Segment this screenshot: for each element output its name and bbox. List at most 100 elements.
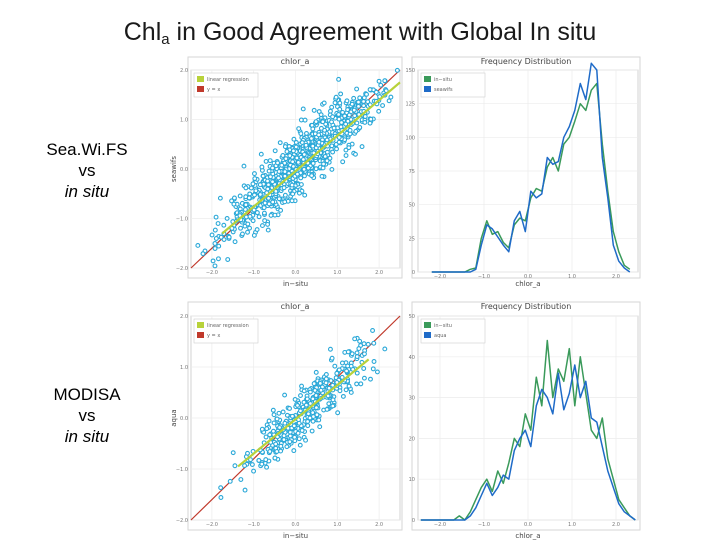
scatter-point xyxy=(271,412,277,418)
scatter-point xyxy=(265,178,271,184)
scatter-point xyxy=(268,212,274,218)
y-axis-label: seawifs xyxy=(170,156,178,182)
legend-swatch xyxy=(197,332,204,338)
scatter-point xyxy=(272,455,278,461)
scatter-point xyxy=(240,231,245,237)
scatter-point xyxy=(267,432,273,438)
scatter-point xyxy=(336,367,342,373)
scatter-point xyxy=(394,67,400,73)
legend-box xyxy=(193,72,259,98)
scatter-point xyxy=(238,225,244,231)
scatter-point xyxy=(287,439,293,445)
scatter-point xyxy=(302,192,308,198)
scatter-point xyxy=(361,366,367,371)
scatter-point xyxy=(272,212,278,218)
scatter-point xyxy=(318,387,324,393)
scatter-point xyxy=(218,495,224,500)
scatter-point xyxy=(338,91,344,97)
scatter-point xyxy=(345,349,351,355)
series-line-satellite xyxy=(420,364,636,521)
scatter-point xyxy=(298,393,303,398)
scatter-point xyxy=(313,393,319,398)
scatter-point xyxy=(256,214,262,220)
scatter-point xyxy=(276,196,282,202)
x-tick-label: 2.0 xyxy=(375,522,383,528)
scatter-point xyxy=(305,165,311,171)
chart-title: Frequency Distribution xyxy=(481,57,572,66)
row-label-modisa: MODISA vs in situ xyxy=(22,384,152,447)
scatter-point xyxy=(316,139,322,145)
scatter-point xyxy=(290,163,296,169)
scatter-point xyxy=(304,130,309,136)
scatter-point xyxy=(245,221,251,227)
scatter-point xyxy=(333,94,339,100)
scatter-point xyxy=(328,378,334,384)
scatter-point xyxy=(337,388,343,394)
scatter-point xyxy=(335,410,341,416)
scatter-point xyxy=(357,338,363,344)
legend-entry: seawifs xyxy=(434,87,453,93)
x-tick-label: −1.0 xyxy=(248,270,260,276)
scatter-point xyxy=(280,409,286,415)
y-tick-label: 1.0 xyxy=(180,118,188,124)
legend-entry: aqua xyxy=(434,333,446,339)
scatter-point xyxy=(296,126,302,132)
scatter-point xyxy=(380,103,386,108)
row-label-line: in situ xyxy=(64,182,110,201)
x-tick-label: 2.0 xyxy=(612,274,620,280)
scatter-point xyxy=(309,136,314,141)
scatter-point xyxy=(265,186,271,192)
scatter-point xyxy=(323,380,329,386)
scatter-point xyxy=(349,101,355,107)
scatter-point xyxy=(221,237,227,243)
scatter-point xyxy=(232,463,238,469)
scatter-point xyxy=(257,182,263,188)
scatter-point xyxy=(276,410,282,416)
scatter-point xyxy=(195,243,201,248)
scatter-point xyxy=(359,144,365,150)
x-tick-label: 2.0 xyxy=(612,522,620,528)
legend-swatch xyxy=(197,322,204,328)
y-tick-label: 25 xyxy=(409,236,415,242)
scatter-point xyxy=(298,182,304,187)
scatter-point xyxy=(250,181,256,187)
scatter-point xyxy=(353,128,359,134)
scatter-point xyxy=(316,132,322,138)
scatter-point xyxy=(330,403,336,409)
scatter-point xyxy=(376,108,382,114)
chart-title: chlor_a xyxy=(281,302,310,311)
scatter-point xyxy=(337,106,343,112)
scatter-point xyxy=(388,94,394,100)
scatter-point xyxy=(278,207,284,213)
scatter-point xyxy=(344,98,350,104)
scatter-point xyxy=(309,173,315,179)
scatter-point xyxy=(241,163,247,169)
scatter-point xyxy=(374,369,380,375)
scatter-point xyxy=(340,159,346,165)
scatter-point xyxy=(249,462,255,468)
legend-entry: linear regression xyxy=(207,323,249,329)
scatter-point xyxy=(263,457,269,463)
scatter-point xyxy=(264,426,270,432)
scatter-point xyxy=(327,346,333,352)
legend-swatch xyxy=(424,86,431,92)
scatter-point xyxy=(275,160,281,166)
legend-swatch xyxy=(197,76,204,82)
scatter-point xyxy=(314,412,320,418)
scatter-point xyxy=(252,192,257,198)
scatter-point xyxy=(242,207,248,212)
scatter-point xyxy=(200,251,206,257)
scatter-point xyxy=(251,232,257,238)
scatter-point xyxy=(282,169,288,175)
scatter-point xyxy=(305,423,311,429)
scatter-point xyxy=(343,121,349,127)
scatter-point xyxy=(370,328,376,333)
scatter-point xyxy=(336,139,342,145)
scatter-point xyxy=(329,166,335,172)
scatter-point xyxy=(252,171,257,177)
scatter-point xyxy=(282,144,288,150)
scatter-point xyxy=(247,213,253,219)
scatter-point xyxy=(274,449,280,454)
scatter-point xyxy=(282,420,288,426)
scatter-point xyxy=(252,176,258,182)
